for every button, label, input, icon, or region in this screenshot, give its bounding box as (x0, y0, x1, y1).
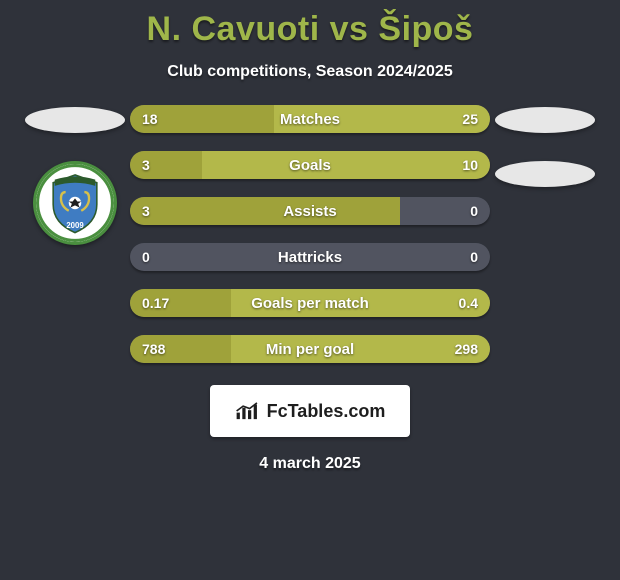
stat-label: Assists (130, 197, 490, 225)
comparison-card: N. Cavuoti vs Šipoš Club competitions, S… (0, 0, 620, 580)
stat-bar: 0.170.4Goals per match (130, 289, 490, 317)
stat-bar: 310Goals (130, 151, 490, 179)
player-right-placeholder (495, 107, 595, 133)
source-logo-text: FcTables.com (267, 401, 386, 422)
right-side-column (490, 105, 600, 187)
stat-label: Min per goal (130, 335, 490, 363)
stat-bar: 30Assists (130, 197, 490, 225)
badge-year: 2009 (66, 221, 84, 230)
page-title: N. Cavuoti vs Šipoš (147, 10, 474, 49)
player-left-placeholder (25, 107, 125, 133)
shield-icon: 2009 (36, 164, 114, 242)
stat-label: Hattricks (130, 243, 490, 271)
stat-bar: 1825Matches (130, 105, 490, 133)
stat-label: Goals per match (130, 289, 490, 317)
stat-bar: 00Hattricks (130, 243, 490, 271)
club-badge-left: 2009 (33, 161, 117, 245)
date-label: 4 march 2025 (259, 455, 360, 473)
main-row: 2009 1825Matches 310Goals 30Assists 00Hattr… (0, 105, 620, 363)
player-left-name: N. Cavuoti (147, 10, 320, 48)
stats-bars: 1825Matches 310Goals 30Assists 00Hattricks 0… (130, 105, 490, 363)
vs-separator: vs (330, 10, 369, 48)
stat-bar: 788298Min per goal (130, 335, 490, 363)
subtitle: Club competitions, Season 2024/2025 (167, 63, 452, 81)
stat-label: Matches (130, 105, 490, 133)
bar-chart-icon (235, 400, 261, 422)
player-right-name: Šipoš (378, 10, 473, 48)
source-logo: FcTables.com (210, 385, 410, 437)
stat-label: Goals (130, 151, 490, 179)
club-badge-right-placeholder (495, 161, 595, 187)
left-side-column: 2009 (20, 105, 130, 245)
